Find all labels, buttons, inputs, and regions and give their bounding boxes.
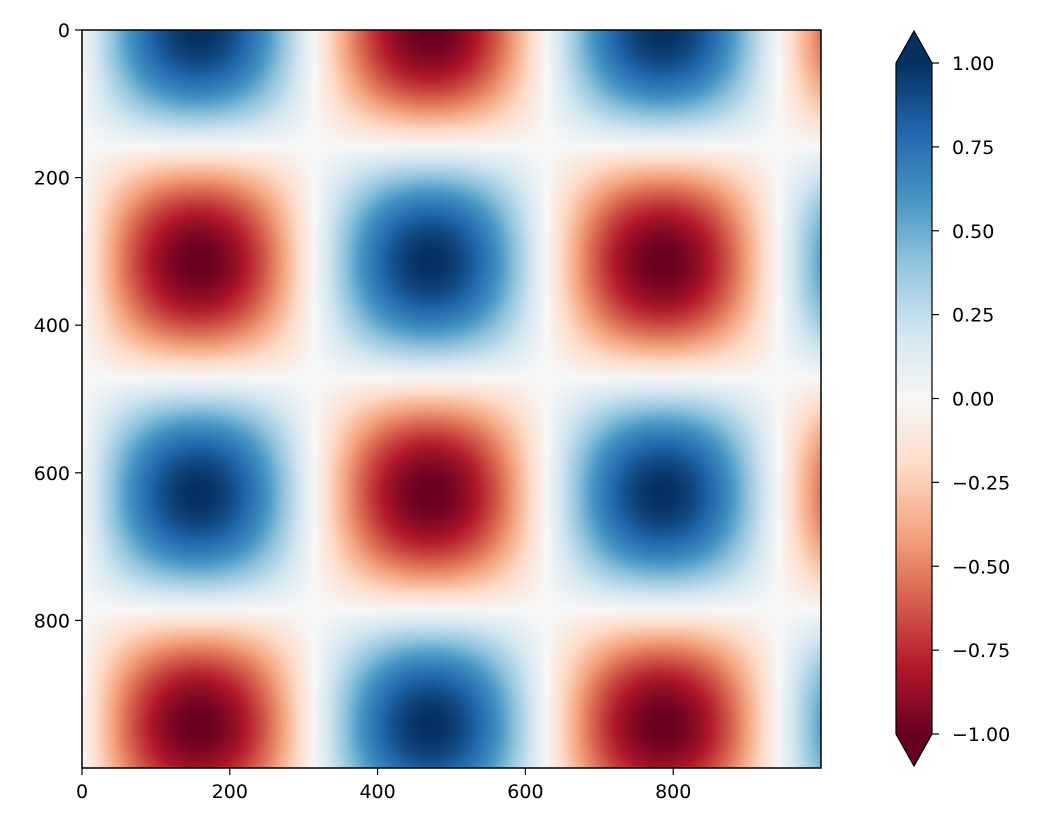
x-axis: 0 200 400 600 800 [76,768,691,803]
colorbar-tick-label: 0.00 [952,389,994,411]
colorbar-tick-label: −0.25 [952,472,1010,494]
y-tick-label: 600 [34,463,70,485]
x-tick-label: 800 [655,781,691,803]
x-tick-label: 600 [507,781,543,803]
x-tick-label: 0 [76,781,88,803]
colorbar-tick-label: 1.00 [952,53,994,75]
y-tick-label: 0 [58,20,70,42]
colorbar-gradient [896,63,932,734]
colorbar-tick-label: −1.00 [952,724,1010,746]
colorbar-extend-max [896,31,932,63]
y-tick-label: 200 [34,168,70,190]
y-axis: 0 200 400 600 800 [34,20,82,632]
axes-frame [81,29,822,769]
colorbar-tick-label: 0.25 [952,305,994,327]
y-tick-label: 400 [34,315,70,337]
y-tick-label: 800 [34,610,70,632]
colorbar-tick-label: 0.75 [952,137,994,159]
colorbar-tick-label: 0.50 [952,221,994,243]
x-tick-label: 200 [212,781,248,803]
colorbar-tick-label: −0.75 [952,640,1010,662]
colorbar-extend-min [896,734,932,766]
heatmap-image [82,30,821,768]
colorbar: 1.00 0.75 0.50 0.25 0.00 −0.25 −0.50 −0.75 −1.00 [895,29,1010,768]
colorbar-tick-label: −0.50 [952,556,1010,578]
x-tick-label: 400 [359,781,395,803]
axes-frame-rect [81,29,822,769]
